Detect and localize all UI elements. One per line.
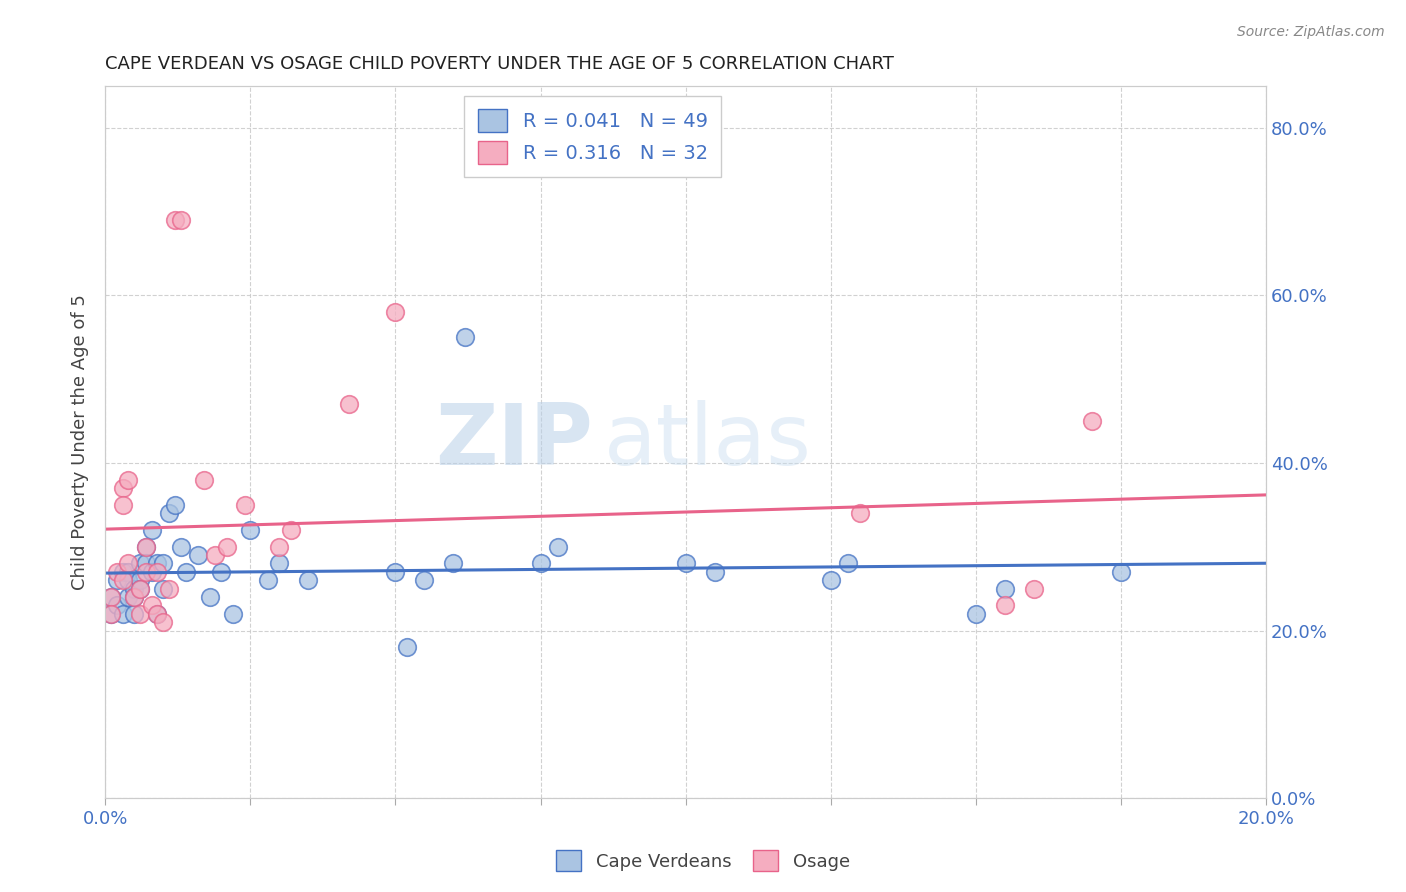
Point bbox=[204, 548, 226, 562]
Point bbox=[1109, 565, 1132, 579]
Point bbox=[100, 607, 122, 621]
Point bbox=[100, 590, 122, 604]
Point bbox=[122, 607, 145, 621]
Point bbox=[122, 582, 145, 596]
Point bbox=[239, 523, 262, 537]
Point bbox=[141, 599, 163, 613]
Point bbox=[280, 523, 302, 537]
Point bbox=[169, 213, 191, 227]
Point bbox=[105, 573, 128, 587]
Point bbox=[122, 590, 145, 604]
Text: ZIP: ZIP bbox=[434, 401, 593, 483]
Point bbox=[141, 565, 163, 579]
Point bbox=[141, 523, 163, 537]
Point bbox=[146, 607, 169, 621]
Point bbox=[135, 557, 157, 571]
Point bbox=[703, 565, 725, 579]
Legend: Cape Verdeans, Osage: Cape Verdeans, Osage bbox=[548, 843, 858, 879]
Y-axis label: Child Poverty Under the Age of 5: Child Poverty Under the Age of 5 bbox=[72, 294, 89, 590]
Point bbox=[146, 557, 169, 571]
Point bbox=[443, 557, 465, 571]
Point bbox=[117, 565, 139, 579]
Point bbox=[157, 506, 180, 520]
Point bbox=[111, 481, 134, 495]
Point bbox=[217, 540, 239, 554]
Point bbox=[117, 573, 139, 587]
Point bbox=[117, 473, 139, 487]
Point bbox=[163, 498, 186, 512]
Point bbox=[152, 557, 174, 571]
Point bbox=[994, 582, 1017, 596]
Point bbox=[337, 397, 360, 411]
Point bbox=[413, 573, 436, 587]
Point bbox=[111, 498, 134, 512]
Legend: R = 0.041   N = 49, R = 0.316   N = 32: R = 0.041 N = 49, R = 0.316 N = 32 bbox=[464, 95, 721, 178]
Point bbox=[454, 330, 477, 344]
Point bbox=[820, 573, 842, 587]
Point bbox=[111, 565, 134, 579]
Point bbox=[529, 557, 551, 571]
Point bbox=[675, 557, 697, 571]
Point bbox=[547, 540, 569, 554]
Point bbox=[256, 573, 278, 587]
Point bbox=[129, 582, 152, 596]
Point bbox=[152, 615, 174, 629]
Point bbox=[152, 582, 174, 596]
Point bbox=[157, 582, 180, 596]
Point bbox=[269, 557, 291, 571]
Point bbox=[193, 473, 215, 487]
Point bbox=[129, 582, 152, 596]
Point bbox=[135, 540, 157, 554]
Point bbox=[994, 599, 1017, 613]
Point bbox=[1022, 582, 1045, 596]
Point bbox=[100, 590, 122, 604]
Point bbox=[105, 565, 128, 579]
Point bbox=[146, 607, 169, 621]
Point bbox=[129, 573, 152, 587]
Point bbox=[146, 565, 169, 579]
Point bbox=[105, 599, 128, 613]
Point bbox=[233, 498, 256, 512]
Text: CAPE VERDEAN VS OSAGE CHILD POVERTY UNDER THE AGE OF 5 CORRELATION CHART: CAPE VERDEAN VS OSAGE CHILD POVERTY UNDE… bbox=[105, 55, 894, 73]
Point bbox=[100, 607, 122, 621]
Point bbox=[129, 607, 152, 621]
Point bbox=[122, 590, 145, 604]
Point bbox=[965, 607, 987, 621]
Point bbox=[269, 540, 291, 554]
Point bbox=[198, 590, 221, 604]
Point bbox=[297, 573, 319, 587]
Point bbox=[135, 565, 157, 579]
Point bbox=[111, 607, 134, 621]
Point bbox=[176, 565, 198, 579]
Point bbox=[187, 548, 209, 562]
Point bbox=[111, 573, 134, 587]
Point bbox=[848, 506, 870, 520]
Point bbox=[1081, 414, 1104, 428]
Point bbox=[222, 607, 245, 621]
Point bbox=[163, 213, 186, 227]
Point bbox=[129, 557, 152, 571]
Point bbox=[117, 557, 139, 571]
Point bbox=[169, 540, 191, 554]
Point bbox=[135, 540, 157, 554]
Point bbox=[837, 557, 859, 571]
Text: Source: ZipAtlas.com: Source: ZipAtlas.com bbox=[1237, 25, 1385, 39]
Point bbox=[209, 565, 232, 579]
Point bbox=[384, 565, 406, 579]
Point bbox=[384, 305, 406, 319]
Point bbox=[117, 590, 139, 604]
Text: atlas: atlas bbox=[605, 401, 813, 483]
Point bbox=[395, 640, 418, 655]
